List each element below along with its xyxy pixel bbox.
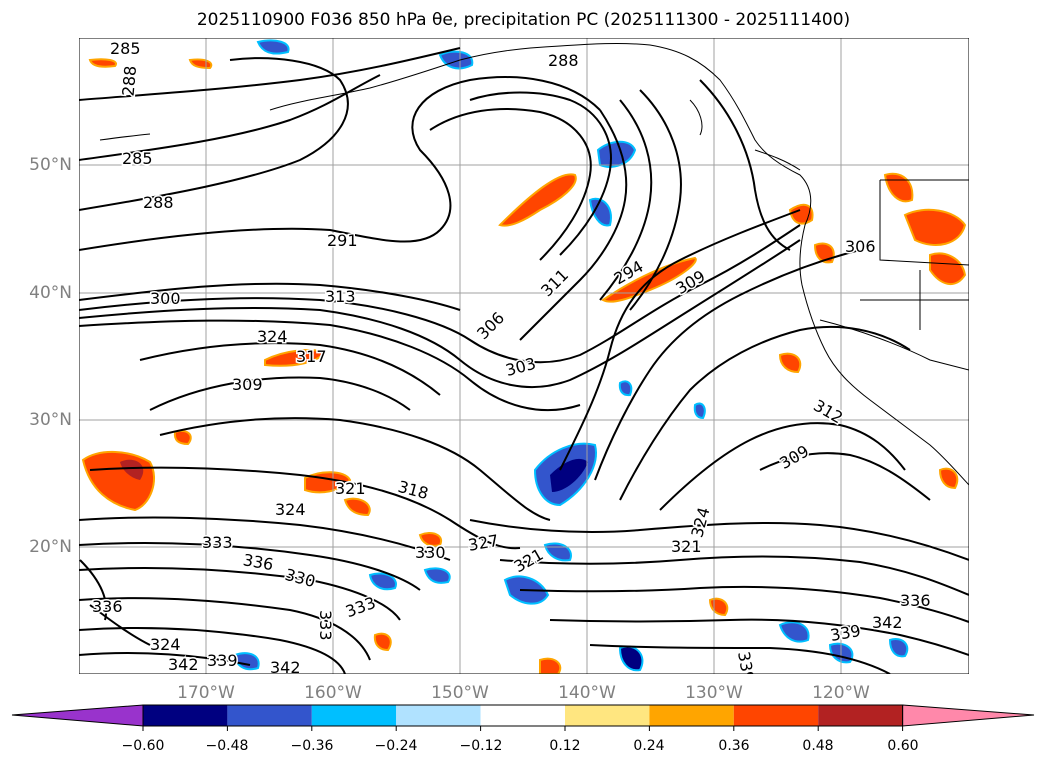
- contour-label: 339: [207, 651, 238, 670]
- lon-tick-label: 130°W: [685, 683, 743, 703]
- contour-label: 324: [150, 635, 181, 654]
- colorbar-segment: [227, 705, 312, 726]
- colorbar-segment: [733, 705, 819, 726]
- map-panel: 285 288 285 288 288 291 300 313 324 317 …: [79, 38, 969, 683]
- contour-label: 313: [325, 287, 356, 306]
- lon-tick-label: 160°W: [304, 683, 362, 703]
- colorbar-extend-high: [902, 704, 1035, 727]
- colorbar-tick-label: −0.12: [459, 738, 503, 754]
- colorbar-segment: [396, 705, 481, 726]
- map-title: 2025110900 F036 850 hPa θe, precipitatio…: [196, 10, 851, 30]
- colorbar-tick-label: −0.24: [374, 738, 418, 754]
- lat-tick-label: 50°N: [29, 155, 72, 175]
- colorbar-tick-label: 0.48: [802, 738, 834, 754]
- contour-label: 336: [92, 597, 123, 616]
- colorbar-segment: [480, 705, 565, 726]
- coastlines: [99, 42, 969, 486]
- contour-label: 342: [168, 655, 199, 674]
- contour-label: 339: [734, 650, 758, 683]
- colorbar-segment: [818, 705, 903, 726]
- lon-tick-label: 120°W: [812, 683, 870, 703]
- colorbar-tick-label: 0.36: [718, 738, 750, 754]
- colorbar-tick-label: 0.12: [549, 738, 581, 754]
- contour-label: 291: [327, 231, 358, 250]
- colorbar-tick-label: −0.36: [290, 738, 334, 754]
- contour-label: 288: [119, 65, 141, 97]
- contour-label: 321: [671, 537, 702, 556]
- contour-label: 342: [872, 613, 903, 632]
- lon-tick-label: 140°W: [558, 683, 616, 703]
- contour-label: 300: [150, 289, 181, 308]
- colorbar-tick-label: −0.48: [205, 738, 249, 754]
- colorbar-extend-low: [11, 704, 144, 727]
- lat-tick-label: 30°N: [29, 410, 72, 430]
- lon-tick-label: 170°W: [177, 683, 235, 703]
- contour-label: 285: [122, 149, 153, 168]
- colorbar-segment: [311, 705, 397, 726]
- colorbar-tick-label: 0.60: [887, 738, 919, 754]
- contour-label: 309: [232, 375, 263, 394]
- contour-label: 321: [335, 479, 366, 498]
- colorbar-tick-label: −0.60: [121, 738, 165, 754]
- colorbar-segment: [143, 705, 228, 726]
- colorbar: [11, 704, 1035, 731]
- contour-label: 288: [143, 193, 174, 212]
- colorbar-tick-label: 0.24: [633, 738, 665, 754]
- lat-tick-label: 20°N: [29, 537, 72, 557]
- contour-label: 285: [110, 39, 141, 58]
- colorbar-segment: [565, 705, 650, 726]
- contour-label: 333: [202, 533, 233, 552]
- contour-label: 324: [257, 327, 288, 346]
- contour-label: 306: [845, 237, 876, 256]
- contour-label: 288: [548, 51, 579, 70]
- lat-tick-label: 40°N: [29, 283, 72, 303]
- lon-tick-label: 150°W: [431, 683, 489, 703]
- colorbar-segment: [649, 705, 734, 726]
- lat-lon-grid: [79, 38, 969, 674]
- contour-label: 336: [900, 591, 931, 610]
- theta-e-contours: [79, 47, 969, 674]
- contour-label: 330: [415, 543, 446, 562]
- contour-label: 342: [270, 658, 301, 677]
- contour-label: 317: [296, 347, 327, 366]
- contour-label: 333: [316, 610, 335, 641]
- contour-label: 324: [275, 500, 306, 519]
- precip-shading: [81, 39, 967, 674]
